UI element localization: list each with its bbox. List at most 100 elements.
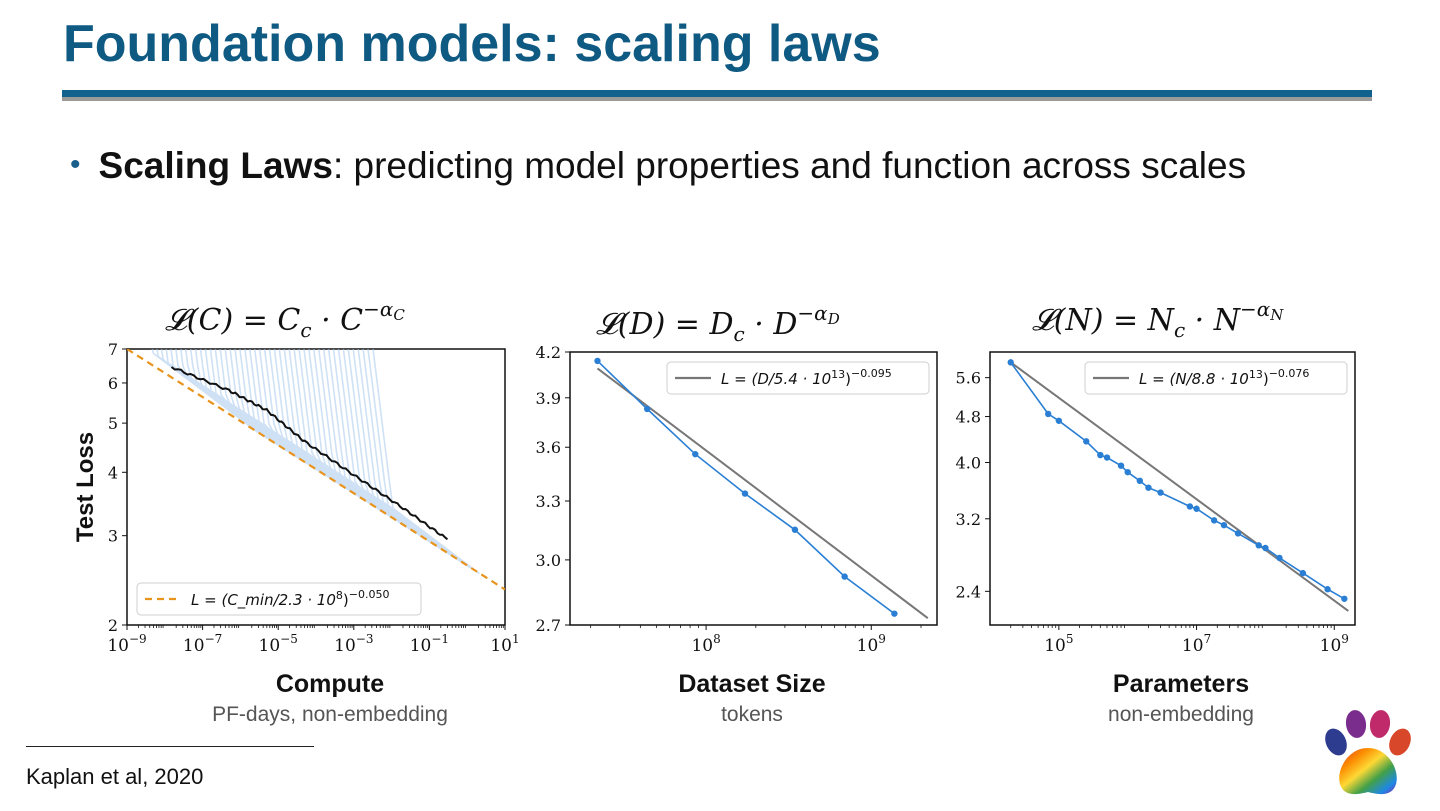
chart-legend: L = (C_min/2.3 · 108)−0.050 (136, 582, 422, 616)
chart-legend: L = (N/8.8 · 1013)−0.076 (1084, 361, 1348, 395)
y-tick-label: 6 (108, 374, 118, 393)
data-point (1103, 454, 1111, 461)
y-tick-label: 3.6 (536, 438, 561, 457)
learning-curve (372, 349, 480, 575)
data-point (1145, 484, 1152, 491)
title-rule-grey (62, 97, 1372, 101)
data-point (1299, 569, 1307, 577)
legend-box (136, 582, 422, 616)
x-tick-label: 10−5 (259, 632, 298, 656)
learning-curve (342, 349, 451, 556)
data-point (841, 573, 848, 580)
y-tick-label: 2.4 (956, 582, 981, 601)
learning-curve (308, 349, 416, 534)
y-tick-label: 4.0 (956, 454, 981, 473)
fit-line (596, 367, 929, 619)
plot-area (1007, 359, 1349, 612)
chart-formula: 𝓛(D) = Dc · D−αD (596, 301, 840, 346)
data-point (1220, 521, 1228, 529)
bullet-bold-text: Scaling Laws (98, 145, 333, 186)
chart-1: 𝓛(C) = Cc · C−αC 2 3 4 5 6 7 10−9 10−7 10−5 10−3 10… (72, 297, 520, 726)
learning-curve (327, 349, 436, 547)
bullet-scaling-laws: • Scaling Laws: predicting model properti… (70, 145, 1246, 187)
data-point (1097, 451, 1104, 459)
data-point (741, 490, 749, 497)
learning-curve (313, 349, 421, 537)
plot-frame (126, 348, 506, 626)
y-tick-label: 3.0 (536, 551, 561, 570)
data-point (1255, 542, 1262, 549)
x-axis-label: Compute (276, 670, 384, 698)
x-tick-label: 109 (857, 632, 886, 656)
x-axis-label: Parameters (1113, 670, 1249, 698)
data-point (1262, 544, 1269, 552)
y-tick-label: 3.3 (536, 492, 561, 511)
x-tick-label: 108 (691, 632, 720, 656)
data-point (1044, 410, 1052, 418)
bullet-text: : predicting model properties and functi… (332, 145, 1247, 186)
learning-curves (151, 349, 480, 575)
data-point (1157, 489, 1164, 496)
data-point (1136, 477, 1144, 485)
y-tick-label: 5 (108, 414, 118, 433)
citation: Kaplan et al, 2020 (26, 764, 204, 789)
data-point (1055, 417, 1063, 424)
y-tick-label: 3.9 (536, 389, 561, 408)
bullet-dot-icon: • (70, 148, 81, 181)
y-tick-label: 4.8 (956, 408, 981, 427)
data-point (692, 450, 699, 458)
data-point (1083, 438, 1090, 445)
legend-label: L = (D/5.4 · 1013)−0.095 (721, 367, 892, 388)
x-axis-sublabel: PF-days, non-embedding (212, 703, 448, 726)
chart-legend: L = (D/5.4 · 1013)−0.095 (666, 361, 930, 395)
data-point (594, 357, 601, 365)
chart-3: 𝓛(N) = Nc · N−αN 2.4 3.2 4.0 4.8 5.6 105 107 109… (956, 297, 1356, 726)
y-tick-label: 3 (108, 527, 118, 546)
y-tick-label: 2 (108, 616, 118, 635)
data-line (1010, 361, 1345, 600)
plot-area (594, 357, 929, 619)
compute-frontier (170, 366, 449, 541)
data-point (643, 405, 651, 413)
data-point (891, 610, 898, 617)
title-rule-blue (62, 90, 1372, 97)
paw-logo-icon (1325, 710, 1411, 795)
slide-title: Foundation models: scaling laws (63, 15, 881, 73)
plot-frame (989, 351, 1356, 626)
y-axis-label: Test Loss (72, 432, 99, 542)
y-tick-label: 4 (108, 463, 118, 482)
legend-box (666, 361, 930, 395)
chart-2: 𝓛(D) = Dc · D−αD 2.7 3.0 3.3 3.6 3.9 4.2 108 109… (536, 301, 938, 726)
x-axis-sublabel: tokens (721, 703, 783, 726)
x-tick-label: 10−1 (410, 632, 449, 656)
x-tick-label: 10−3 (334, 632, 373, 656)
y-tick-label: 5.6 (956, 369, 981, 388)
data-line (596, 360, 895, 615)
data-point (1210, 517, 1218, 524)
learning-curve (332, 349, 441, 550)
legend-label: L = (N/8.8 · 1013)−0.076 (1139, 367, 1309, 388)
x-tick-label: 10−7 (183, 632, 222, 656)
footnote-rule (26, 746, 314, 747)
x-tick-label: 101 (490, 632, 519, 656)
chart-formula: 𝓛(C) = Cc · C−αC (165, 297, 405, 342)
x-tick-label: 107 (1182, 632, 1211, 656)
learning-curve (322, 349, 431, 543)
y-tick-label: 3.2 (956, 510, 981, 529)
learning-curve (347, 349, 456, 559)
fit-line-dashed (127, 349, 505, 591)
data-point (791, 526, 799, 533)
learning-curve (337, 349, 446, 553)
data-point (1007, 359, 1014, 366)
data-point (1117, 462, 1125, 469)
learning-curve (318, 349, 426, 540)
legend-label: L = (C_min/2.3 · 108)−0.050 (191, 588, 389, 610)
legend-box (1084, 361, 1348, 395)
x-axis-label: Dataset Size (678, 670, 825, 698)
data-point (1234, 530, 1242, 537)
chart-formula: 𝓛(N) = Nc · N−αN (1032, 297, 1284, 342)
x-tick-label: 109 (1320, 632, 1349, 656)
x-axis-sublabel: non-embedding (1108, 703, 1254, 726)
y-tick-label: 2.7 (536, 616, 561, 635)
